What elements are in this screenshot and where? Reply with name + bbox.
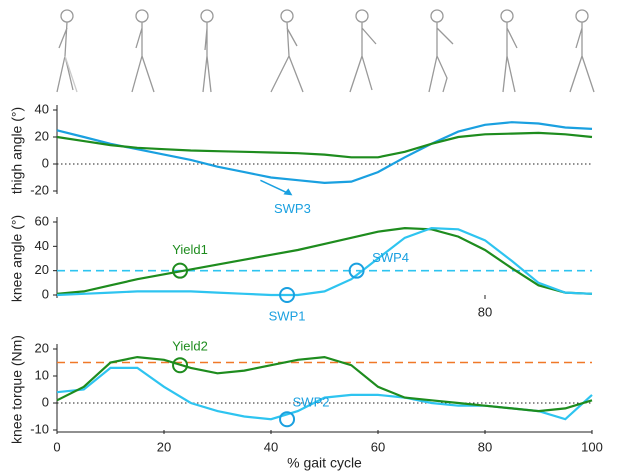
y-tick-label: 20 bbox=[35, 262, 49, 277]
y-tick-label: 0 bbox=[42, 286, 49, 301]
y-axis-label: knee angle (°) bbox=[9, 215, 25, 302]
y-tick-label: -20 bbox=[30, 182, 49, 197]
annotation-label: SWP3 bbox=[274, 201, 311, 216]
y-tick-label: 60 bbox=[35, 213, 49, 228]
x-tick-label: 0 bbox=[53, 439, 60, 454]
y-tick-label: 20 bbox=[35, 128, 49, 143]
y-tick-label: 20 bbox=[35, 340, 49, 355]
annotation-label: Yield2 bbox=[172, 339, 208, 354]
x-tick-label: 40 bbox=[264, 439, 278, 454]
annotation-label: SWP1 bbox=[269, 308, 306, 323]
y-tick-label: 10 bbox=[35, 367, 49, 382]
x-tick-label: 60 bbox=[371, 439, 385, 454]
y-tick-label: 0 bbox=[42, 155, 49, 170]
y-axis-label: knee torque (Nm) bbox=[9, 335, 25, 444]
series-line bbox=[57, 228, 592, 295]
annotation-label: SWP4 bbox=[372, 250, 409, 265]
annotation-label: Yield1 bbox=[172, 242, 208, 257]
series-line bbox=[57, 122, 592, 183]
x-tick-label: 20 bbox=[157, 439, 171, 454]
x-tick-label: 100 bbox=[581, 439, 603, 454]
y-tick-label: -10 bbox=[30, 421, 49, 436]
y-tick-label: 40 bbox=[35, 238, 49, 253]
y-tick-label: 40 bbox=[35, 101, 49, 116]
series-line bbox=[57, 368, 592, 419]
series-line bbox=[57, 133, 592, 157]
x-tick-label: 80 bbox=[478, 439, 492, 454]
y-tick-label: 0 bbox=[42, 394, 49, 409]
walking-figures bbox=[57, 10, 594, 92]
annotation-label: SWP2 bbox=[293, 395, 330, 410]
chart: -20 0 20 40 thigh angle (°) SWP3 0 20 40 60 80 knee… bbox=[0, 0, 622, 472]
x-tick-label: 80 bbox=[478, 304, 492, 319]
y-axis-label: thigh angle (°) bbox=[9, 107, 25, 194]
x-axis-label: % gait cycle bbox=[287, 455, 362, 471]
